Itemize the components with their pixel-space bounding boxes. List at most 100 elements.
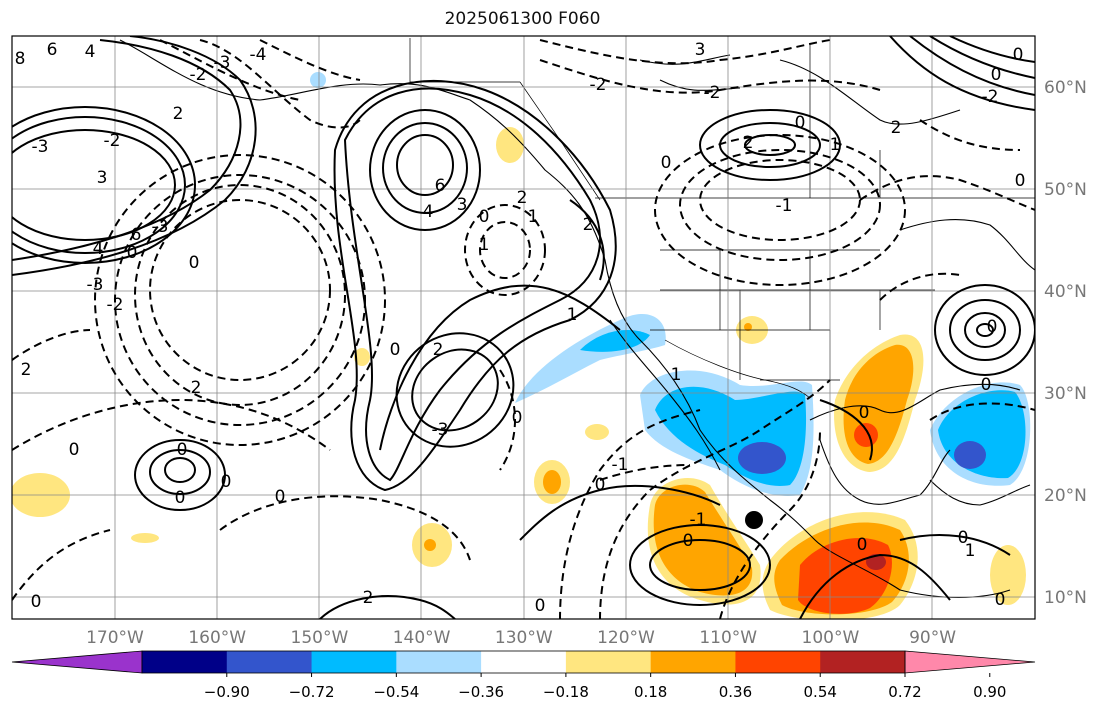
contour-label: 0	[221, 472, 232, 492]
contour-label: 0	[1013, 45, 1024, 65]
colorbar-segment	[650, 651, 736, 673]
contour-label: 0	[275, 487, 286, 507]
contour-label: 0	[991, 65, 1002, 85]
lon-axis-labels: 170°W 160°W 150°W 140°W 130°W 120°W 110°W 100°W…	[86, 628, 956, 648]
contour-label: 1	[671, 365, 682, 385]
contour-label: -2	[190, 65, 207, 85]
lat-label: 40°N	[1044, 282, 1087, 302]
dashed-contours	[12, 39, 1035, 619]
contour-label: 2	[891, 118, 902, 138]
colorbar-segment	[226, 651, 313, 673]
lon-label: 140°W	[393, 628, 451, 648]
contour-label: 3	[457, 195, 468, 215]
colorbar-tick-label: 0.90	[973, 683, 1006, 701]
colorbar-segment	[142, 651, 228, 673]
contour-label: 1	[479, 235, 490, 255]
contour-label: 0	[189, 253, 200, 273]
lon-label: 120°W	[597, 628, 655, 648]
colorbar-tick-label: 0.54	[804, 683, 837, 701]
contour-label: 1	[528, 207, 539, 227]
colorbar-extend-low	[11, 650, 143, 674]
contour-label: 0	[995, 590, 1006, 610]
contour-label: 6	[131, 225, 142, 245]
colorbar-segment	[396, 651, 482, 673]
contour-label: 3	[695, 40, 706, 60]
contour-label: 6	[47, 40, 58, 60]
lat-label: 10°N	[1044, 588, 1087, 608]
contour-label: -2	[982, 87, 999, 107]
colorbar-tick-label: 0.36	[719, 683, 752, 701]
contour-label: 2	[743, 133, 754, 153]
colorbar-tick-label: −0.36	[458, 683, 504, 701]
colorbar-segment	[735, 651, 821, 673]
contour-label: -2	[107, 295, 124, 315]
colorbar-tick-label: 0.18	[634, 683, 667, 701]
contour-label: 4	[85, 42, 96, 62]
contour-label: 4	[423, 202, 434, 222]
contour-label: 2	[583, 215, 594, 235]
contour-label: 1	[830, 135, 841, 155]
lon-label: 160°W	[188, 628, 246, 648]
colorbar-tick-label: −0.72	[289, 683, 335, 701]
lon-label: 110°W	[699, 628, 757, 648]
lat-label: 50°N	[1044, 180, 1087, 200]
colorbar-segment	[481, 651, 567, 673]
contour-label: -1	[776, 196, 793, 216]
colorbar-tick-label: −0.54	[373, 683, 419, 701]
contour-label: 0	[958, 528, 969, 548]
colorbar: −0.90 −0.72 −0.54 −0.36 −0.18 0.18 0.36 0.54 0.7…	[11, 650, 1036, 701]
contour-label: -2	[104, 131, 121, 151]
contour-label: -1	[690, 510, 707, 530]
lon-label: 100°W	[802, 628, 860, 648]
colorbar-tick-label: 0.72	[888, 683, 921, 701]
contour-label: 0	[859, 403, 870, 423]
contour-label: -4	[250, 45, 267, 65]
contour-label: 0	[535, 596, 546, 616]
figure-title: 2025061300 F060	[444, 9, 601, 29]
contour-label: 2	[517, 188, 528, 208]
contour-label: 4	[93, 239, 104, 259]
contour-label: -3	[432, 420, 449, 440]
contour-label: 0	[69, 440, 80, 460]
contour-label: -2	[0, 440, 13, 460]
contour-label: 8	[15, 49, 26, 69]
contour-label: 0	[479, 207, 490, 227]
map-frame	[11, 35, 1036, 620]
contour-label: 0	[31, 592, 42, 612]
lat-axis-labels: 60°N 50°N 40°N 30°N 20°N 10°N	[1044, 78, 1087, 608]
lat-label: 30°N	[1044, 384, 1087, 404]
contour-label: 2	[363, 588, 374, 608]
lon-label: 130°W	[495, 628, 553, 648]
contour-label: 0	[683, 531, 694, 551]
contour-label: 0	[661, 153, 672, 173]
contour-label: 3	[97, 168, 108, 188]
storm-center-marker	[745, 511, 763, 529]
contour-label: -2	[704, 83, 721, 103]
contour-label: -3	[152, 217, 169, 237]
contour-label: 0	[857, 535, 868, 555]
contour-label: 0	[595, 475, 606, 495]
contour-label: 0	[512, 408, 523, 428]
lon-label: 170°W	[86, 628, 144, 648]
contour-label: 0	[1015, 171, 1026, 191]
colorbar-segment	[820, 651, 906, 673]
contour-label: 2	[191, 378, 202, 398]
contour-label: -1	[612, 455, 629, 475]
contour-label: 0	[795, 113, 806, 133]
colorbar-tick-label: −0.18	[543, 683, 589, 701]
contour-label: 1	[567, 305, 578, 325]
colorbar-segment	[565, 651, 652, 673]
contour-label: 2	[173, 104, 184, 124]
lat-label: 60°N	[1044, 78, 1087, 98]
contour-label: 0	[175, 488, 186, 508]
contour-label: 2	[21, 360, 32, 380]
contour-label: 0	[987, 317, 998, 337]
colorbar-segment	[311, 651, 397, 673]
contour-label: -2	[590, 75, 607, 95]
colorbar-extend-high	[904, 650, 1036, 674]
lon-label: 150°W	[291, 628, 349, 648]
contour-label: 0	[981, 375, 992, 395]
